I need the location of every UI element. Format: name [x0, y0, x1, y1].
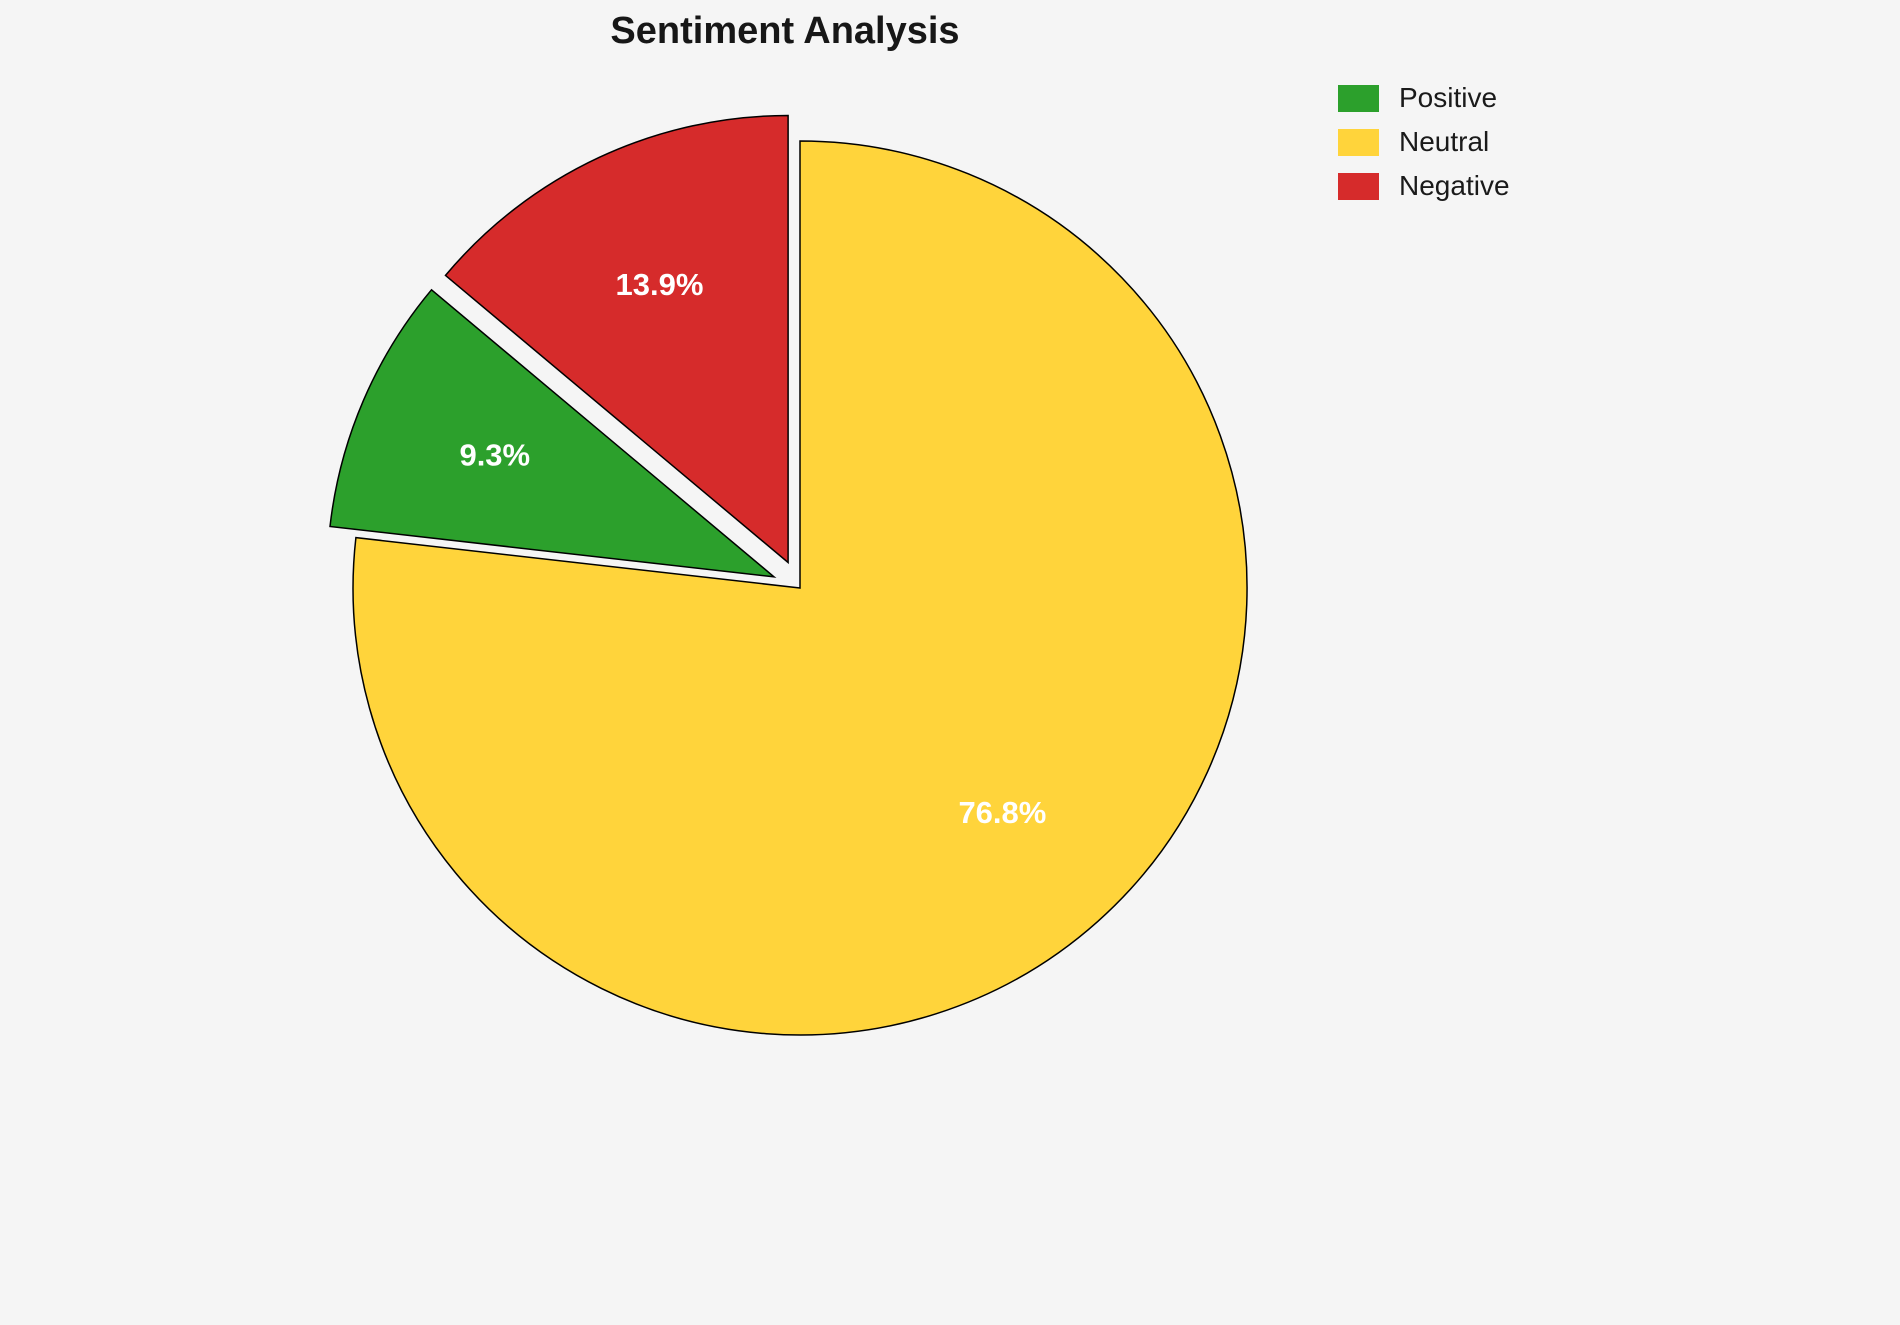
pie-slice-label-negative: 13.9%	[616, 267, 704, 302]
legend-label-negative: Negative	[1399, 170, 1510, 201]
legend-item-positive: Positive	[1338, 82, 1510, 114]
pie-slice-positive	[329, 288, 777, 578]
legend-item-negative: Negative	[1338, 170, 1510, 202]
pie-slice-negative	[444, 114, 789, 565]
legend-swatch-positive	[1338, 84, 1379, 112]
legend-label-neutral: Neutral	[1399, 126, 1490, 157]
legend-swatch-negative	[1338, 172, 1379, 200]
pie-slice-label-positive: 9.3%	[459, 437, 530, 472]
pie-slice-neutral	[352, 140, 1248, 1036]
legend-item-neutral: Neutral	[1338, 126, 1510, 158]
pie-slice-label-neutral: 76.8%	[958, 795, 1046, 830]
legend: Positive Neutral Negative	[1338, 82, 1510, 202]
legend-label-positive: Positive	[1399, 82, 1498, 113]
legend-swatch-neutral	[1338, 128, 1379, 156]
chart-title: Sentiment Analysis	[610, 10, 960, 52]
